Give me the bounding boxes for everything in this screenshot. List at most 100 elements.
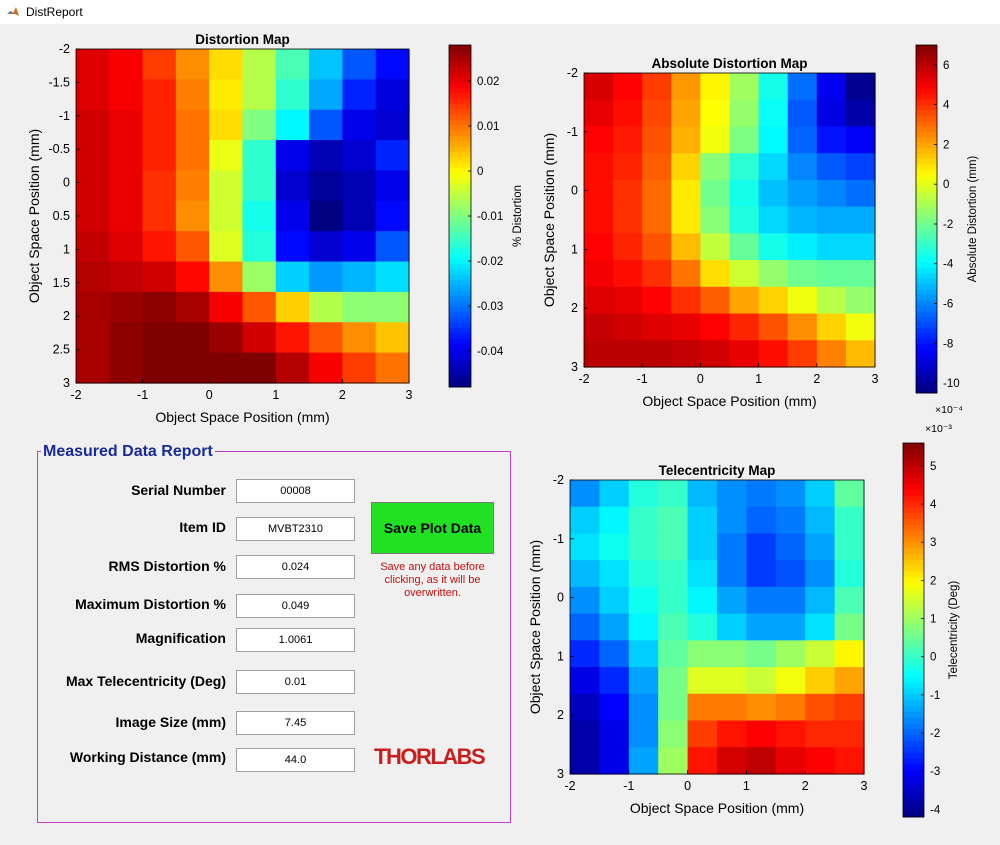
absolute-distortion-map-cell [584, 99, 614, 128]
magnification-field[interactable]: 1.0061 [236, 628, 355, 652]
telecentricity-map-x-tick-label: -2 [564, 779, 575, 793]
absolute-distortion-map-colorbar-tick-label: -4 [943, 259, 954, 271]
telecentricity-map-colorbar-band [903, 723, 924, 730]
telecentricity-map-cell [599, 613, 630, 641]
absolute-distortion-map-colorbar-band [916, 180, 937, 187]
distortion-map-cell [309, 140, 343, 172]
distortion-map-colorbar-band [449, 269, 471, 276]
distortion-map-y-tick-label: 1.5 [53, 276, 70, 290]
telecentricity-map-y-tick-label: 3 [557, 767, 564, 781]
absolute-distortion-map-cell [584, 153, 614, 181]
telecentricity-map-colorbar-band [903, 577, 924, 584]
image-size-field[interactable]: 7.45 [236, 711, 355, 735]
absolute-distortion-map-y-tick-label: -1 [567, 125, 578, 139]
absolute-distortion-map-cell [700, 286, 731, 315]
telecentricity-map-colorbar-band [903, 793, 924, 800]
telecentricity-map-cell [687, 693, 718, 722]
absolute-distortion-map-cell [758, 340, 789, 368]
distortion-map-colorbar-band [449, 146, 471, 153]
rms-distortion-label: RMS Distortion % [108, 558, 226, 574]
absolute-distortion-map-colorbar-tick-label: -10 [943, 378, 960, 390]
telecentricity-map-cell [775, 720, 806, 748]
working-distance-field[interactable]: 44.0 [236, 748, 355, 772]
telecentricity-map-cell [717, 747, 747, 775]
distortion-map-cell [142, 231, 177, 263]
max-distortion-field[interactable]: 0.049 [236, 594, 355, 618]
distortion-map-cell [76, 200, 110, 232]
distortion-map-cell [375, 291, 410, 323]
absolute-distortion-map-colorbar-band [916, 365, 937, 372]
telecentricity-map-y-tick-label: 0 [557, 591, 564, 605]
absolute-distortion-map-colorbar-exponent: ×10⁻⁴ [935, 404, 963, 416]
distortion-map-cell [175, 79, 210, 111]
distortion-map-colorbar-band [449, 183, 471, 190]
distortion-map-colorbar-tick-label: -0.04 [477, 346, 504, 358]
absolute-distortion-map-colorbar-band [916, 93, 937, 100]
distortion-map-cell [275, 322, 310, 354]
telecentricity-map: Telecentricity Map-2 -1 0 1 2 3-2-10123Object… [527, 423, 960, 818]
telecentricity-map-colorbar-band [903, 548, 924, 555]
telecentricity-map-cell [717, 480, 747, 508]
absolute-distortion-map-cell [787, 233, 818, 261]
distortion-map-cell [242, 231, 277, 263]
telecentricity-map-x-tick-label: 3 [861, 779, 868, 793]
distortion-map-colorbar-tick-label: -0.01 [477, 211, 503, 223]
absolute-distortion-map-colorbar-band [916, 240, 937, 247]
distortion-map-cell [375, 49, 410, 80]
absolute-distortion-map-cell [642, 126, 672, 154]
distortion-map-colorbar-band [449, 98, 471, 105]
absolute-distortion-map-cell [729, 286, 760, 315]
absolute-distortion-map-colorbar-band [916, 170, 937, 176]
absolute-distortion-map-cell [729, 153, 760, 181]
absolute-distortion-map-cell [787, 153, 818, 181]
telecentricity-map-x-tick-label: 2 [802, 779, 809, 793]
distortion-map-cell [109, 49, 144, 80]
item-id-field[interactable]: MVBT2310 [236, 517, 355, 541]
distortion-map-colorbar-band [449, 130, 471, 137]
telecentricity-map-cell [805, 667, 836, 695]
max-telecentricity-field[interactable]: 0.01 [236, 670, 355, 694]
item-id-label: Item ID [179, 519, 226, 535]
distortion-map-cell [309, 109, 343, 141]
telecentricity-map-cell [746, 586, 777, 615]
distortion-map-colorbar-band [449, 216, 471, 222]
absolute-distortion-map-cell [729, 340, 760, 368]
telecentricity-map-cell [775, 613, 806, 641]
serial-number-field[interactable]: 00008 [236, 479, 355, 503]
telecentricity-map-colorbar-band [903, 536, 924, 543]
distortion-map-colorbar-band [449, 280, 471, 286]
distortion-map-cell [275, 170, 310, 202]
save-plot-data-button[interactable]: Save Plot Data [371, 502, 494, 554]
absolute-distortion-map-cell [584, 340, 614, 368]
telecentricity-map-colorbar-band [903, 694, 924, 701]
telecentricity-map-cell [628, 667, 659, 695]
absolute-distortion-map-cell [816, 233, 847, 261]
absolute-distortion-map-cell [729, 99, 760, 128]
telecentricity-map-cell [570, 747, 600, 775]
absolute-distortion-map-colorbar-tick-label: -6 [943, 299, 953, 311]
distortion-map-cell [209, 200, 244, 232]
distortion-map-cell [142, 49, 177, 80]
distortion-map-colorbar-band [449, 338, 471, 345]
distortion-map-cell [375, 261, 410, 293]
telecentricity-map-colorbar-band [903, 811, 924, 818]
absolute-distortion-map-colorbar-band [916, 344, 937, 350]
absolute-distortion-map-colorbar-band [916, 61, 937, 68]
telecentricity-map-colorbar-band [903, 665, 924, 672]
distortion-map-colorbar-band [449, 87, 471, 94]
telecentricity-map-colorbar-band [903, 717, 924, 724]
telecentricity-map-cell [746, 560, 777, 588]
telecentricity-map-cell [717, 560, 747, 588]
absolute-distortion-map-y-tick-label: -2 [567, 66, 578, 80]
telecentricity-map-cell [805, 613, 836, 641]
absolute-distortion-map-cell [787, 99, 818, 128]
telecentricity-map-cell [717, 693, 747, 722]
distortion-map-colorbar-band [449, 381, 471, 388]
distortion-map-colorbar-band [449, 248, 471, 254]
telecentricity-map-cell [834, 533, 865, 561]
absolute-distortion-map-cell [758, 73, 789, 101]
rms-distortion-field[interactable]: 0.024 [236, 555, 355, 579]
telecentricity-map-cell [628, 480, 659, 508]
absolute-distortion-map-cell [584, 286, 614, 315]
image-size-label: Image Size (mm) [115, 714, 226, 730]
